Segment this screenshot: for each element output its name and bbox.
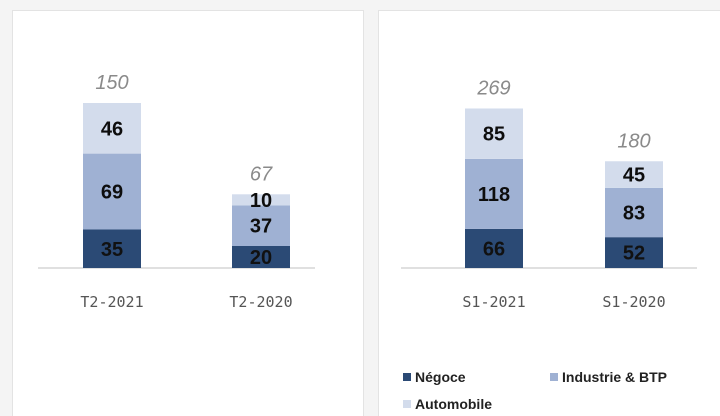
legend-swatch-negoce <box>403 373 411 381</box>
data-label-automobile: 10 <box>250 190 272 212</box>
data-label-negoce: 35 <box>101 239 123 261</box>
chart-panel-right: 66 118 85 269 S1-2021 52 83 45 180 S1-2020 Négoce… <box>378 10 720 416</box>
stacked-bar-chart-right: 66 118 85 269 S1-2021 52 83 45 180 S1-2020 <box>401 77 697 311</box>
data-label-automobile: 45 <box>623 165 645 187</box>
data-label-industrie: 69 <box>101 182 123 204</box>
legend-swatch-industrie <box>550 373 558 381</box>
bar-segment-automobile <box>465 108 523 159</box>
bar-segment-automobile <box>232 194 290 206</box>
legend-label-industrie: Industrie & BTP <box>562 369 668 385</box>
total-label: 269 <box>476 77 510 99</box>
bar-segment-automobile <box>605 161 663 188</box>
data-label-automobile: 85 <box>483 124 505 146</box>
bar-segment-automobile <box>83 103 141 154</box>
chart-panel-left: 35 69 46 150 T2-2021 20 37 10 67 T2-2020 <box>12 10 364 416</box>
legend-label-automobile: Automobile <box>415 396 492 412</box>
legend-item-negoce: Négoce <box>403 369 466 385</box>
bar-segment-industrie <box>232 205 290 246</box>
bar-segment-negoce <box>465 228 523 268</box>
data-label-negoce: 66 <box>483 238 505 260</box>
legend-label-negoce: Négoce <box>415 369 466 385</box>
data-label-industrie: 83 <box>623 203 645 225</box>
bar-segment-industrie <box>605 187 663 238</box>
category-label: T2-2021 <box>80 293 143 311</box>
data-label-automobile: 46 <box>101 118 123 140</box>
legend-item-automobile: Automobile <box>403 396 492 412</box>
data-label-industrie: 37 <box>250 216 272 238</box>
data-label-negoce: 52 <box>623 243 645 265</box>
total-label: 180 <box>617 130 650 152</box>
legend-swatch-automobile <box>403 400 411 408</box>
category-label: T2-2020 <box>229 293 292 311</box>
bar-segment-negoce <box>232 246 290 268</box>
bar-segment-negoce <box>83 229 141 268</box>
category-label: S1-2020 <box>602 293 665 311</box>
data-label-industrie: 118 <box>478 184 510 206</box>
total-label: 150 <box>95 72 128 94</box>
bar-segment-industrie <box>83 153 141 230</box>
legend-item-industrie: Industrie & BTP <box>550 369 667 385</box>
total-label: 67 <box>250 163 273 185</box>
data-label-negoce: 20 <box>250 247 272 269</box>
stacked-bar-chart-left: 35 69 46 150 T2-2021 20 37 10 67 T2-2020 <box>38 72 315 311</box>
category-label: S1-2021 <box>462 293 525 311</box>
bar-segment-industrie <box>465 158 523 229</box>
bar-segment-negoce <box>605 237 663 268</box>
